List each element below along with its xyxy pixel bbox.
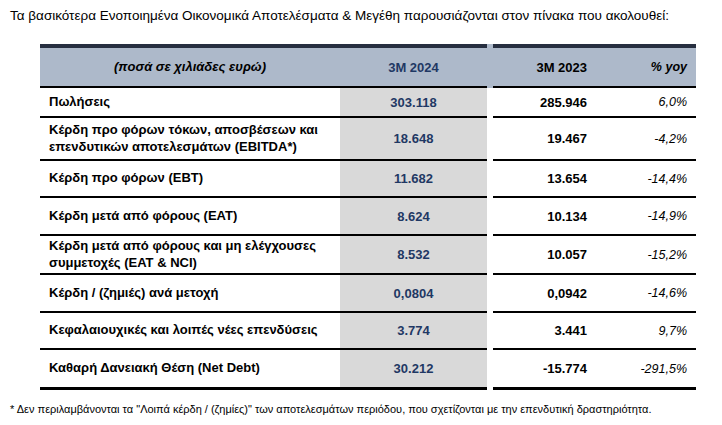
- table-header-row: (ποσά σε χιλιάδες ευρώ) 3M 2024 3M 2023 …: [40, 44, 696, 88]
- value-3m2023: 13.654: [493, 161, 613, 198]
- row-label: Κέρδη μετά από φόρους και μη ελέγχουσες …: [40, 236, 340, 275]
- value-yoy: -291,5%: [613, 350, 696, 390]
- table-row-net-debt: Καθαρή Δανειακή Θέση (Net Debt) 30.212 -…: [40, 350, 696, 390]
- value-yoy: -14,6%: [613, 275, 696, 313]
- document-page: Τα βασικότερα Ενοποιημένα Οικονομικά Απο…: [0, 0, 722, 425]
- value-3m2023: 10.057: [493, 236, 613, 275]
- value-yoy: -4,2%: [613, 118, 696, 161]
- row-label: Πωλήσεις: [40, 88, 340, 118]
- table-row-ebitda: Κέρδη προ φόρων τόκων, αποσβέσεων και επ…: [40, 118, 696, 161]
- value-3m2024: 11.682: [340, 161, 487, 198]
- value-3m2024: 0,0804: [340, 275, 487, 313]
- value-3m2023: 0,0942: [493, 275, 613, 313]
- row-label: Κέρδη / (ζημιές) ανά μετοχή: [40, 275, 340, 313]
- value-3m2024: 30.212: [340, 350, 487, 390]
- row-label: Κέρδη προ φόρων τόκων, αποσβέσεων και επ…: [40, 118, 340, 161]
- row-label: Κέρδη προ φόρων (EBT): [40, 161, 340, 198]
- row-label: Κέρδη μετά από φόρους (EAT): [40, 198, 340, 236]
- table-row-eat-nci: Κέρδη μετά από φόρους και μη ελέγχουσες …: [40, 236, 696, 275]
- value-3m2024: 8.624: [340, 198, 487, 236]
- header-amounts-note: (ποσά σε χιλιάδες ευρώ): [40, 44, 340, 88]
- table-row-sales: Πωλήσεις 303.118 285.946 6,0%: [40, 88, 696, 118]
- table-row-eps: Κέρδη / (ζημιές) ανά μετοχή 0,0804 0,094…: [40, 275, 696, 313]
- table-row-eat: Κέρδη μετά από φόρους (EAT) 8.624 10.134…: [40, 198, 696, 236]
- value-3m2023: 19.467: [493, 118, 613, 161]
- row-label: Κεφαλαιουχικές και λοιπές νέες επενδύσει…: [40, 313, 340, 350]
- header-col-3m2023: 3M 2023: [493, 44, 613, 88]
- header-col-yoy: % yoy: [613, 44, 696, 88]
- footnote: * Δεν περιλαμβάνονται τα "Λοιπά κέρδη / …: [10, 403, 715, 415]
- value-3m2023: 10.134: [493, 198, 613, 236]
- header-col-3m2024: 3M 2024: [340, 44, 487, 88]
- value-yoy: -14,9%: [613, 198, 696, 236]
- financial-results-table: (ποσά σε χιλιάδες ευρώ) 3M 2024 3M 2023 …: [40, 44, 696, 390]
- value-yoy: -15,2%: [613, 236, 696, 275]
- value-3m2024: 8.532: [340, 236, 487, 275]
- table-row-ebt: Κέρδη προ φόρων (EBT) 11.682 13.654 -14,…: [40, 161, 696, 198]
- value-3m2024: 303.118: [340, 88, 487, 118]
- value-3m2023: 3.441: [493, 313, 613, 350]
- table-body: Πωλήσεις 303.118 285.946 6,0% Κέρδη προ …: [40, 88, 696, 390]
- value-3m2023: -15.774: [493, 350, 613, 390]
- value-3m2024: 3.774: [340, 313, 487, 350]
- row-label: Καθαρή Δανειακή Θέση (Net Debt): [40, 350, 340, 390]
- value-yoy: 9,7%: [613, 313, 696, 350]
- table-row-capex: Κεφαλαιουχικές και λοιπές νέες επενδύσει…: [40, 313, 696, 350]
- value-yoy: -14,4%: [613, 161, 696, 198]
- value-yoy: 6,0%: [613, 88, 696, 118]
- page-title: Τα βασικότερα Ενοποιημένα Οικονομικά Απο…: [10, 8, 715, 25]
- value-3m2023: 285.946: [493, 88, 613, 118]
- value-3m2024: 18.648: [340, 118, 487, 161]
